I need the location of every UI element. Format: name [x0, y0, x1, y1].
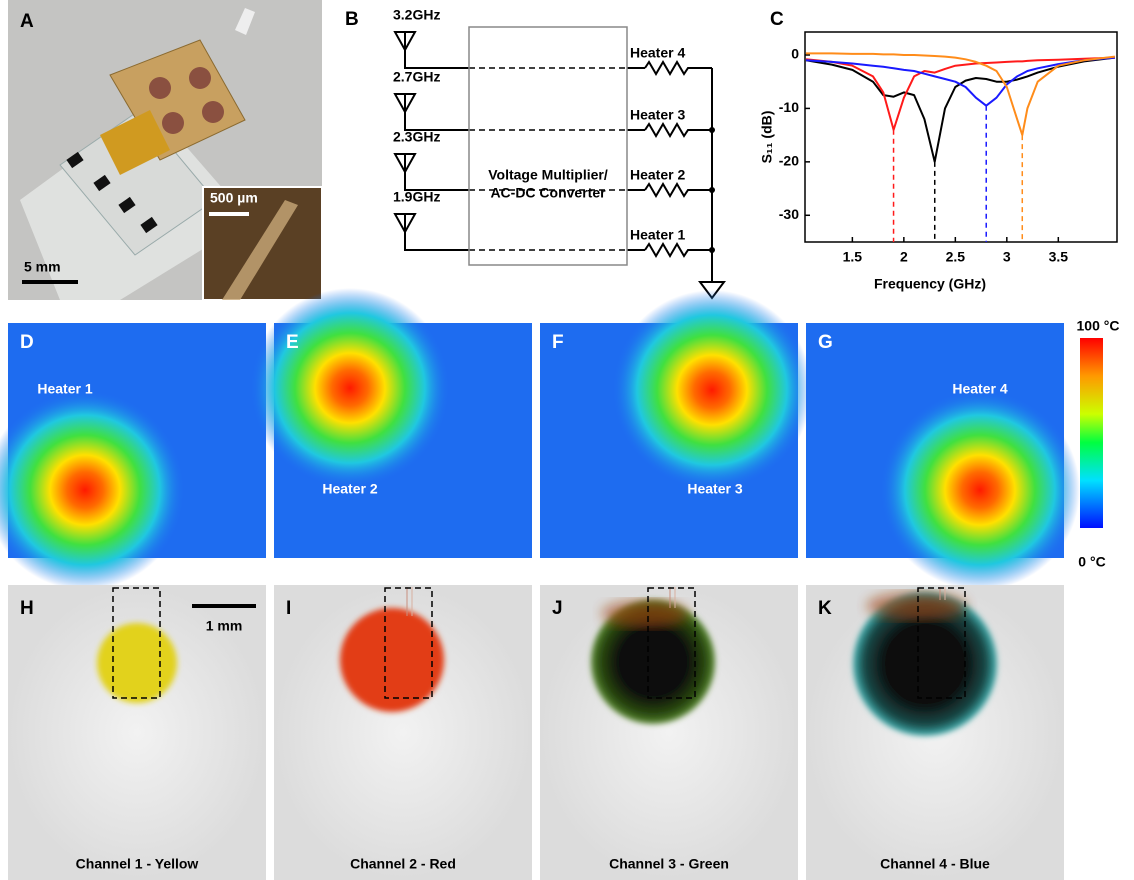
y-tick-label: -10: [779, 99, 799, 115]
heater-label: Heater 2: [630, 167, 685, 183]
panel-label: F: [552, 332, 564, 353]
panel-label: B: [345, 9, 359, 30]
scale-label: 5 mm: [24, 259, 61, 275]
heater-label: Heater 3: [687, 481, 742, 497]
box-text: Voltage Multiplier/: [488, 167, 608, 183]
hot-spot: [0, 390, 185, 590]
series-line: [806, 58, 1115, 162]
hot-spot: [250, 288, 450, 488]
caption: Channel 4 - Blue: [880, 856, 990, 872]
x-axis-label: Frequency (GHz): [874, 276, 986, 292]
well: [162, 112, 184, 134]
panel-label: C: [770, 9, 784, 30]
x-tick-label: 2.5: [946, 249, 966, 265]
panel-label: J: [552, 598, 563, 619]
heater-label: Heater 4: [630, 45, 685, 61]
heater-label: Heater 1: [37, 381, 92, 397]
antenna-label: 2.3GHz: [393, 129, 440, 145]
converter-box: [469, 27, 627, 265]
antenna: [395, 32, 645, 68]
scale-label: 500 µm: [210, 190, 258, 206]
heater: [645, 62, 712, 74]
antenna-label: 2.7GHz: [393, 69, 440, 85]
figure: 5 mm 500 µm A B Voltage Multiplier/ AC-D…: [0, 0, 1134, 880]
heater-label: Heater 4: [952, 381, 1007, 397]
heater-label: Heater 3: [630, 107, 685, 123]
heater: [645, 184, 712, 196]
antenna: [395, 214, 645, 250]
hot-spot: [612, 290, 812, 490]
heater: [645, 124, 712, 136]
dye-drop: [340, 608, 444, 712]
caption: Channel 2 - Red: [350, 856, 456, 872]
antenna-label: 1.9GHz: [393, 189, 440, 205]
panel-label: A: [20, 11, 34, 32]
colorbar-min: 0 °C: [1078, 554, 1105, 570]
y-tick-label: -30: [779, 206, 799, 222]
caption: Channel 3 - Green: [609, 856, 729, 872]
page: 5 mm 500 µm A B Voltage Multiplier/ AC-D…: [0, 0, 1134, 880]
circuit: [395, 32, 724, 298]
antenna: [395, 94, 645, 130]
antenna-label: 3.2GHz: [393, 7, 440, 23]
panel-label: H: [20, 598, 34, 619]
panel-label: I: [286, 598, 291, 619]
dye-rim: [867, 592, 968, 620]
scale-label: 1 mm: [206, 618, 243, 634]
heater-label: Heater 2: [322, 481, 377, 497]
x-tick-label: 3: [1003, 249, 1011, 265]
heater-label: Heater 1: [630, 227, 685, 243]
caption: Channel 1 - Yellow: [76, 856, 199, 872]
x-tick-label: 1.5: [843, 249, 863, 265]
series-line: [806, 58, 1115, 130]
panel-label: D: [20, 332, 34, 353]
ground: [700, 68, 724, 298]
hot-spot: [880, 390, 1080, 590]
x-tick-label: 2: [900, 249, 908, 265]
y-tick-label: -20: [779, 153, 799, 169]
colorbar: [1080, 338, 1103, 528]
heater: [645, 244, 712, 256]
dye-drop: [97, 623, 177, 703]
channel-row: H Channel 1 - Yellow I Channel 2 - Red J Chan…: [8, 585, 1064, 880]
box-text: AC-DC Converter: [490, 185, 606, 201]
x-tick-label: 3.5: [1049, 249, 1069, 265]
well: [189, 67, 211, 89]
colorbar-max: 100 °C: [1077, 318, 1120, 334]
well: [202, 101, 224, 123]
panel-label: E: [286, 332, 299, 353]
panel-label: K: [818, 598, 832, 619]
well: [149, 77, 171, 99]
y-axis-label: S₁₁ (dB): [759, 111, 775, 164]
panel-label: G: [818, 332, 833, 353]
thermal-row: [0, 288, 1080, 590]
y-tick-label: 0: [791, 46, 799, 62]
